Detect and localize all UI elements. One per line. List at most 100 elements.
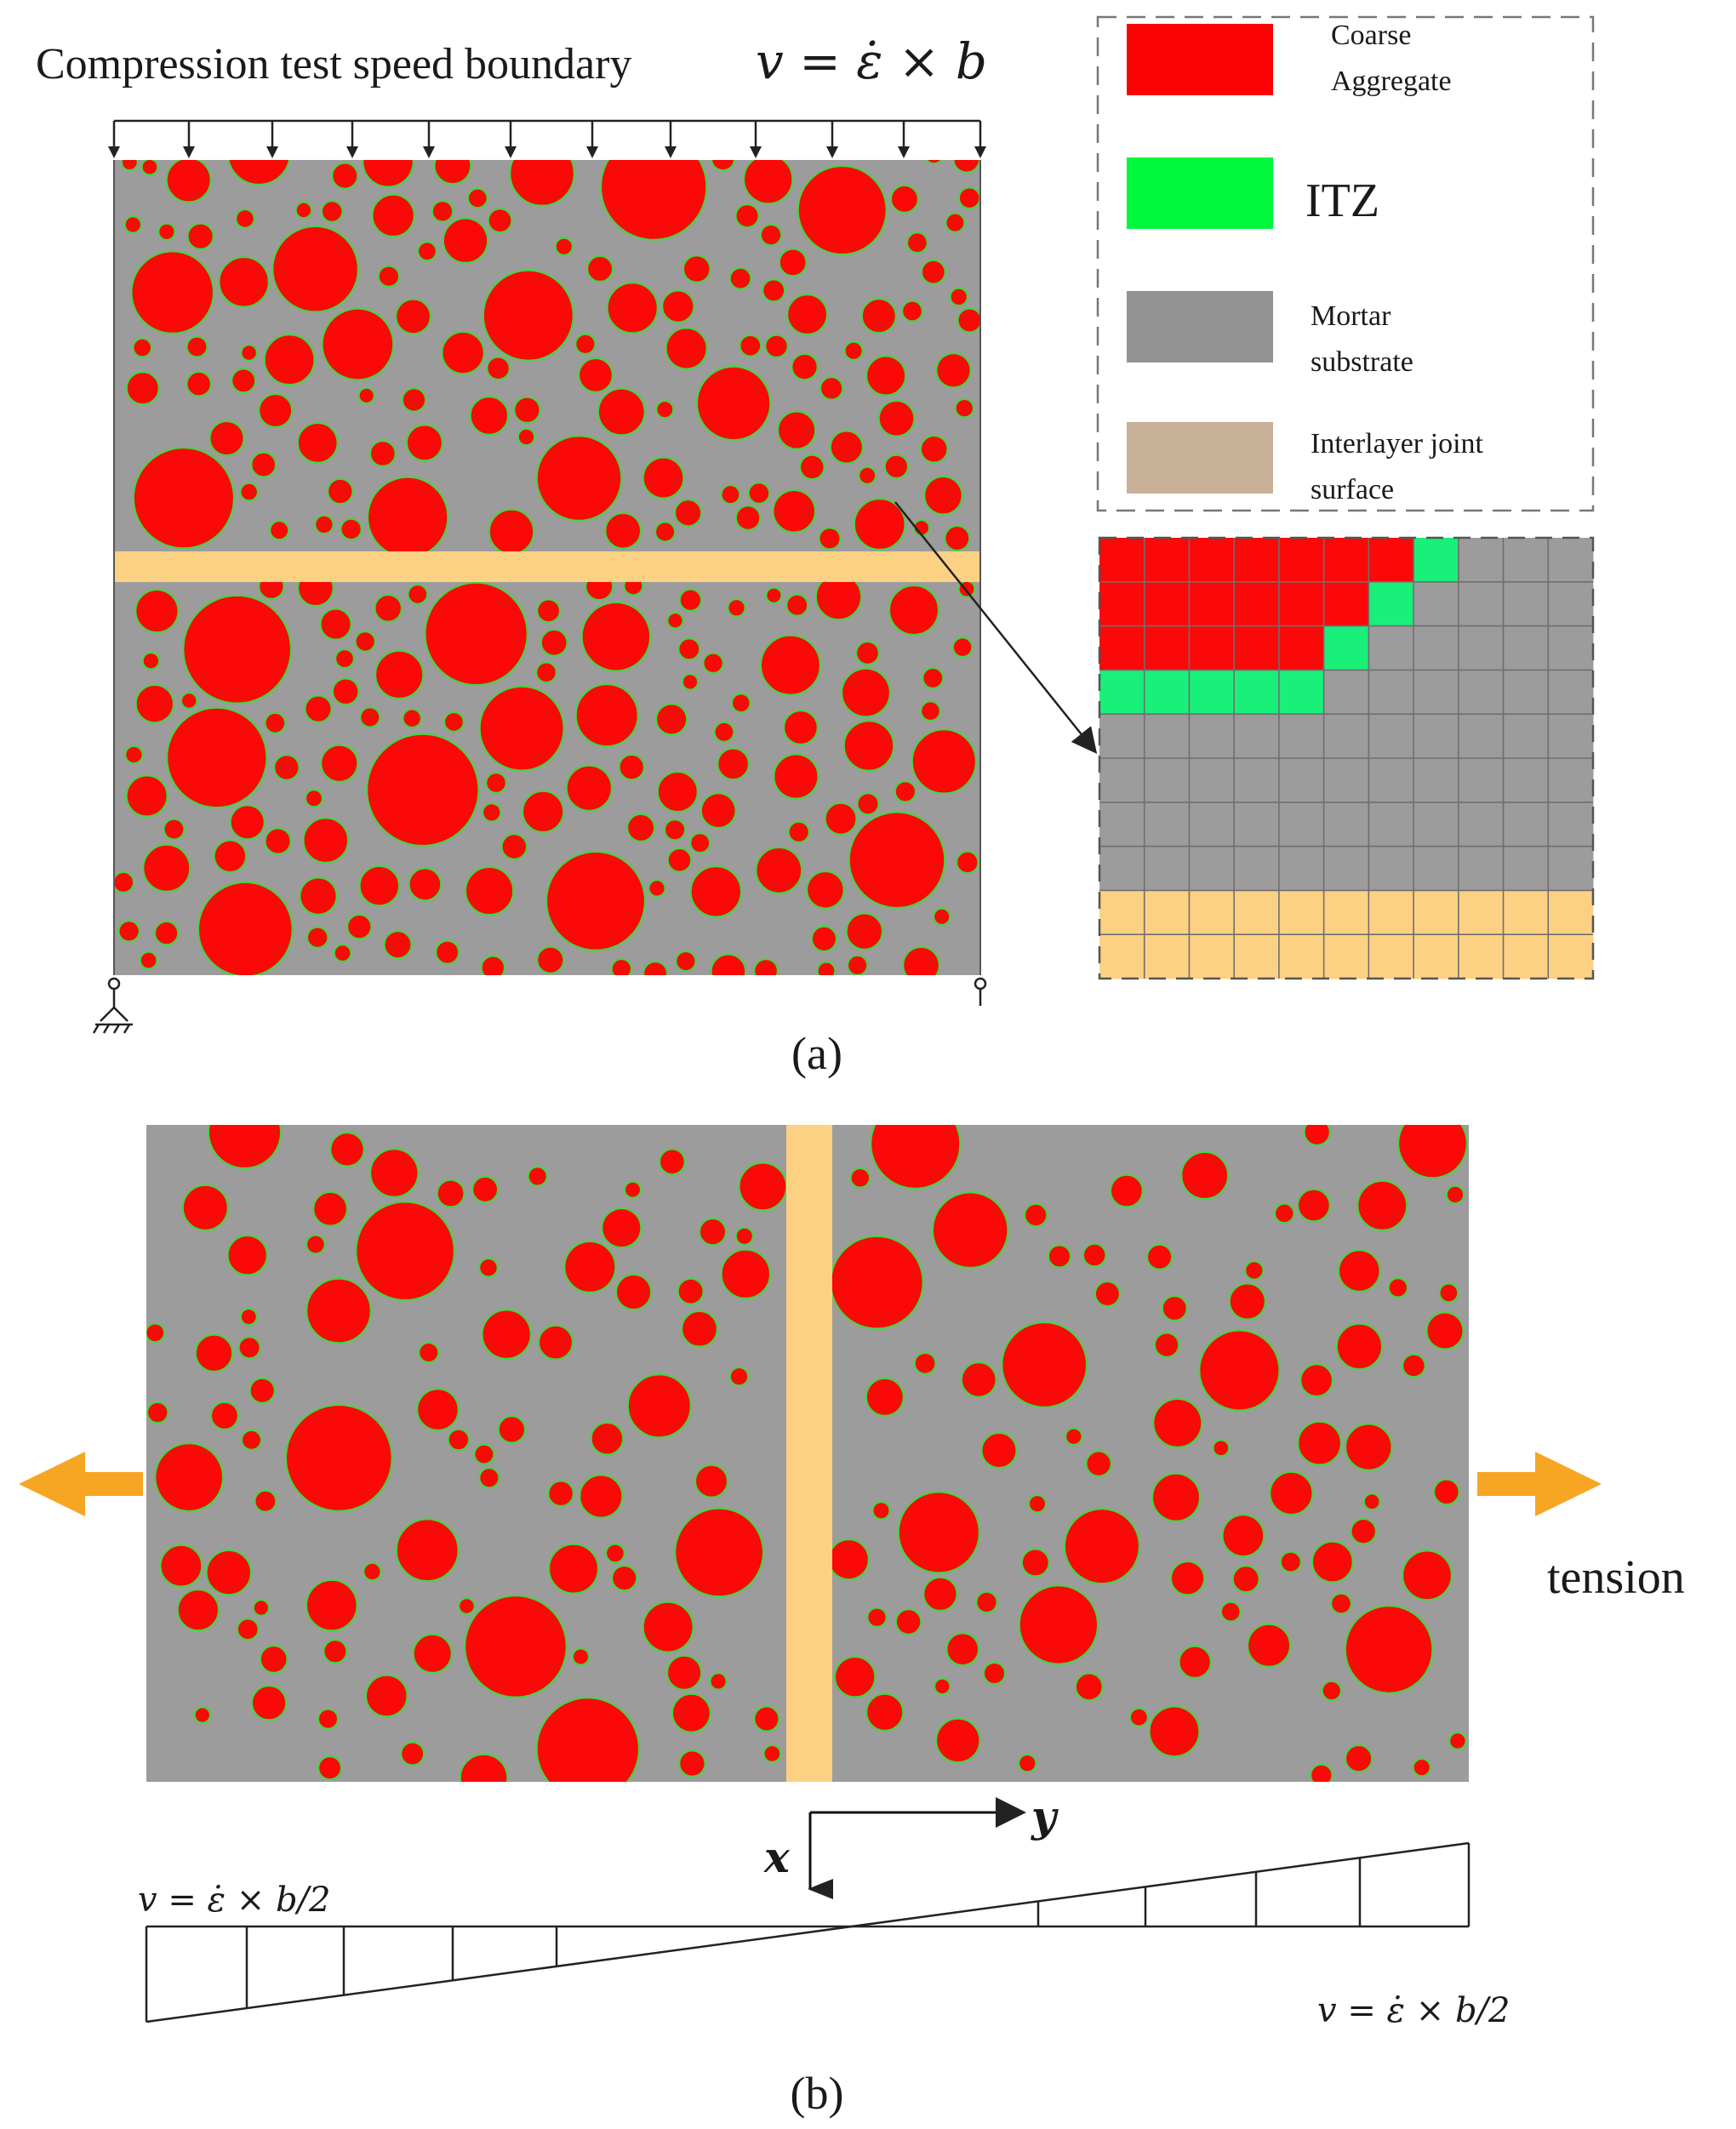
aggregate-particle	[367, 476, 449, 551]
tension-arrow-right-icon	[1477, 1452, 1602, 1516]
aggregate-particle	[374, 594, 403, 623]
aggregate-particle	[945, 1632, 979, 1666]
mesh-cell	[1368, 758, 1414, 803]
aggregate-particle	[121, 160, 139, 171]
aggregate-particle	[197, 881, 294, 975]
aggregate-particle	[843, 340, 864, 361]
aggregate-particle	[890, 185, 919, 214]
mesh-cell	[1458, 581, 1505, 627]
mesh-cell	[1458, 714, 1505, 759]
aggregate-particle	[323, 1639, 348, 1664]
aggregate-particle	[1412, 1758, 1431, 1778]
aggregate-particle	[585, 582, 614, 601]
mesh-cell	[1189, 625, 1235, 671]
aggregate-particle	[239, 482, 259, 502]
aggregate-particle	[702, 652, 724, 674]
panel-a: Compression test speed boundary v = ε̇ ×…	[36, 15, 1595, 1079]
mesh-cell	[1144, 934, 1190, 979]
mesh-cell	[1458, 890, 1505, 935]
mesh-cell	[1503, 846, 1549, 891]
aggregate-particle	[665, 327, 708, 370]
aggregate-particle	[580, 602, 652, 672]
aggregate-particle	[656, 771, 699, 813]
velocity-distribution	[145, 1841, 1470, 2023]
aggregate-particle	[1445, 1184, 1465, 1205]
aggregate-particle	[548, 1543, 599, 1595]
mesh-cell	[1548, 581, 1594, 627]
mesh-cell	[1278, 758, 1325, 803]
aggregate-particle	[259, 1645, 288, 1674]
aggregate-particle	[306, 926, 329, 949]
aggregate-particle	[213, 839, 248, 873]
aggregate-particle	[1129, 1707, 1149, 1727]
aggregate-particle	[471, 1175, 499, 1203]
aggregate-particle	[1297, 1420, 1342, 1466]
aggregate-particle	[371, 193, 415, 237]
aggregate-particle	[374, 649, 425, 699]
aggregate-particle	[1279, 1550, 1302, 1573]
mesh-cell	[1323, 846, 1369, 891]
mesh-cell	[1234, 846, 1280, 891]
legend-label-aggregate: Aggregate	[1331, 66, 1452, 97]
legend: Coarse Aggregate ITZ Mortar substrate In…	[1096, 15, 1595, 512]
aggregate-particle	[317, 1755, 343, 1781]
aggregate-particle	[208, 420, 245, 457]
aggregate-particle	[762, 278, 786, 303]
mesh-cell	[1413, 538, 1459, 583]
mesh-cell	[1548, 670, 1594, 715]
mesh-cell	[1458, 802, 1505, 848]
mesh-cell	[1189, 670, 1235, 715]
aggregate-particle	[1151, 1472, 1201, 1522]
mesh-cell	[1234, 714, 1280, 759]
aggregate-particle	[648, 879, 666, 898]
mesh-cell	[1278, 625, 1325, 671]
aggregate-particle	[226, 1235, 268, 1276]
aggregate-particle	[1402, 1353, 1426, 1378]
aggregate-particle	[1425, 1311, 1465, 1350]
aggregate-particle	[1020, 1548, 1050, 1578]
tension-arrow-left-icon	[19, 1452, 143, 1516]
aggregate-particle	[1338, 1249, 1381, 1293]
aggregate-particle	[251, 1685, 288, 1721]
mesh-cell	[1323, 802, 1369, 848]
mesh-cell	[1323, 538, 1369, 583]
aggregate-particle	[1075, 1672, 1104, 1702]
aggregate-particle	[783, 710, 819, 745]
aggregate-particle	[932, 1191, 1009, 1269]
aggregate-particle	[157, 222, 176, 241]
aggregate-particle	[606, 282, 659, 334]
mesh-cell	[1548, 802, 1594, 848]
aggregate-particle	[535, 435, 623, 522]
aggregate-particle	[824, 802, 858, 836]
aggregate-particle	[713, 721, 735, 743]
aggregate-particle	[819, 376, 844, 401]
aggregate-particle	[465, 866, 515, 916]
aggregate-particle	[572, 1647, 590, 1666]
aggregate-particle	[400, 1741, 425, 1767]
aggregate-particle	[659, 1148, 686, 1176]
axis-y-label: y	[1031, 1791, 1059, 1841]
aggregate-particle	[897, 1491, 980, 1574]
aggregate-particle	[797, 165, 888, 255]
coordinate-axes	[808, 1797, 1026, 1899]
aggregate-particle	[787, 820, 810, 843]
aggregate-particle	[655, 400, 675, 420]
aggregate-particle	[478, 1467, 500, 1489]
aggregate-particle	[319, 608, 352, 641]
aggregate-particle	[739, 334, 762, 357]
aggregate-particle	[229, 804, 266, 841]
aggregate-particle	[366, 733, 480, 847]
aggregate-particle	[180, 692, 198, 710]
mesh-cell	[1458, 625, 1505, 671]
inset-frame	[1098, 536, 1595, 980]
aggregate-particle	[847, 954, 869, 975]
aggregate-particle	[545, 851, 646, 951]
aggregate-particle	[235, 208, 255, 229]
aggregate-particle	[700, 792, 737, 829]
aggregate-particle	[642, 961, 668, 975]
aggregate-particle	[231, 368, 257, 394]
aggregate-particle	[681, 673, 700, 691]
aggregate-particle	[358, 865, 400, 907]
aggregate-particle	[418, 1342, 440, 1363]
mesh-cell	[1099, 934, 1145, 979]
